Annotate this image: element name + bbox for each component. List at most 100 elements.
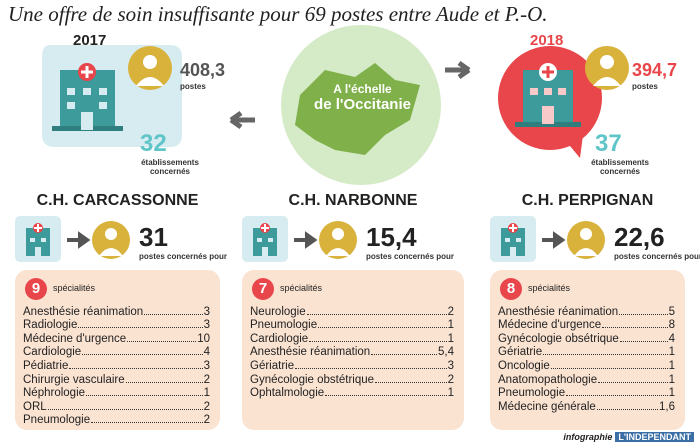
leader [295, 367, 447, 369]
region-label: A l'échelle de l'Occitanie [300, 82, 425, 113]
specialty-row: Gynécologie obstétrique 2 [250, 372, 454, 386]
specialty-name: ORL [23, 400, 47, 413]
specialty-value: 2 [447, 305, 454, 318]
specialty-name: Anesthésie réanimation [498, 305, 619, 318]
leader [325, 395, 447, 397]
specialty-name: Radiologie [23, 319, 78, 332]
specialty-name: Médecine d'urgence [23, 332, 127, 345]
specialty-value: 1 [447, 332, 454, 345]
specialty-row: Médecine d'urgence 10 [23, 331, 210, 345]
specialty-row: Gynécologie obsétrique 4 [498, 331, 675, 345]
year: 2018 [530, 32, 564, 49]
leader [144, 313, 203, 315]
postes-value: 15,4 [366, 222, 417, 252]
specialty-name: Médecine d'urgence [498, 319, 602, 332]
leader [596, 408, 658, 410]
specialty-value: 10 [197, 332, 210, 345]
specialty-row: Neurologie 2 [250, 304, 454, 318]
specialty-value: 1 [447, 387, 454, 400]
specialty-value: 2 [447, 373, 454, 386]
specialty-value: 3 [203, 359, 210, 372]
specialty-value: 3 [203, 305, 210, 318]
leader [47, 408, 203, 410]
count-label: spécialités [53, 283, 96, 293]
postes-label: postes concernés pour [614, 252, 700, 261]
specialty-row: Pneumologie 1 [250, 318, 454, 332]
count-label: spécialités [528, 283, 571, 293]
leader [69, 367, 203, 369]
specialty-value: 1 [668, 387, 675, 400]
specialty-value: 1 [668, 346, 675, 359]
leader [86, 395, 203, 397]
specialty-name: Cardiologie [23, 346, 82, 359]
etab-label: établissements concernés [591, 158, 649, 176]
specialty-row: Gériatrie 3 [250, 358, 454, 372]
specialty-value: 2 [203, 373, 210, 386]
specialty-value: 2 [203, 400, 210, 413]
specialty-name: Ophtalmologie [250, 387, 325, 400]
specialty-name: Néphrologie [23, 387, 86, 400]
specialty-value: 1 [447, 319, 454, 332]
specialty-row: Anatomopathologie 1 [498, 372, 675, 386]
specialty-row: Oncologie 1 [498, 358, 675, 372]
bubble-2018 [498, 46, 629, 158]
title: Une offre de soin insuffisante pour 69 p… [8, 2, 548, 26]
brand: L'INDEPENDANT [615, 432, 694, 442]
region-line2: de l'Occitanie [314, 96, 411, 113]
specialty-value: 2 [203, 414, 210, 427]
credit: infographie [563, 432, 613, 442]
specialty-value: 4 [203, 346, 210, 359]
leader [375, 381, 447, 383]
leader [82, 354, 203, 356]
leader [566, 395, 668, 397]
specialty-list: Neurologie 2 Pneumologie 1 Cardiologie 1 Anest… [250, 304, 454, 400]
specialty-name: Chirurgie vasculaire [23, 373, 125, 386]
etab-value: 32 [140, 130, 167, 157]
etab-label: établissements concernés [141, 158, 199, 176]
postes-value: 31 [139, 222, 168, 252]
specialty-value: 5 [668, 305, 675, 318]
hospital-icons [490, 214, 610, 264]
specialty-value: 1 [203, 387, 210, 400]
specialty-box: 9 spécialités Anesthésie réanimation 3 Radio… [15, 270, 220, 430]
postes-label: postes [632, 82, 658, 91]
specialty-row: Cardiologie 4 [23, 345, 210, 359]
count-badge: 9 [25, 278, 47, 300]
leader [309, 340, 447, 342]
specialty-row: Chirurgie vasculaire 2 [23, 372, 210, 386]
hospital-name: C.H. NARBONNE [288, 192, 418, 209]
specialty-name: Pédiatrie [23, 359, 69, 372]
specialty-name: Gynécologie obsétrique [498, 332, 619, 345]
hospital-icons [242, 214, 362, 264]
specialty-name: Anatomopathologie [498, 373, 598, 386]
specialty-name: Médecine générale [498, 400, 596, 413]
specialty-value: 1 [668, 373, 675, 386]
specialty-list: Anesthésie réanimation 3 Radiologie 3 Médeci… [23, 304, 210, 427]
leader [371, 354, 437, 356]
specialty-row: Radiologie 3 [23, 318, 210, 332]
specialty-name: Oncologie [498, 359, 550, 372]
specialty-value: 8 [668, 319, 675, 332]
leader [598, 381, 668, 383]
hospital-name: C.H. CARCASSONNE [36, 192, 199, 209]
specialty-name: Gériatrie [250, 359, 295, 372]
footer: infographie L'INDEPENDANT [563, 432, 694, 442]
specialty-row: Anesthésie réanimation 5 [498, 304, 675, 318]
specialty-name: Cardiologie [250, 332, 309, 345]
specialty-value: 3 [203, 319, 210, 332]
specialty-value: 5,4 [438, 346, 454, 359]
specialty-row: Médecine d'urgence 8 [498, 318, 675, 332]
specialty-row: Anesthésie réanimation 3 [23, 304, 210, 318]
bubble-2017 [42, 45, 182, 147]
specialty-name: Pneumologie [23, 414, 91, 427]
specialty-row: ORL 2 [23, 399, 210, 413]
specialty-name: Gériatrie [498, 346, 543, 359]
leader [91, 422, 203, 424]
specialty-list: Anesthésie réanimation 5 Médecine d'urgenc… [498, 304, 675, 413]
specialty-row: Ophtalmologie 1 [250, 386, 454, 400]
specialty-name: Pneumologie [250, 319, 318, 332]
year: 2017 [73, 32, 107, 49]
postes-label: postes concernés pour [139, 252, 228, 261]
count-badge: 8 [500, 278, 522, 300]
